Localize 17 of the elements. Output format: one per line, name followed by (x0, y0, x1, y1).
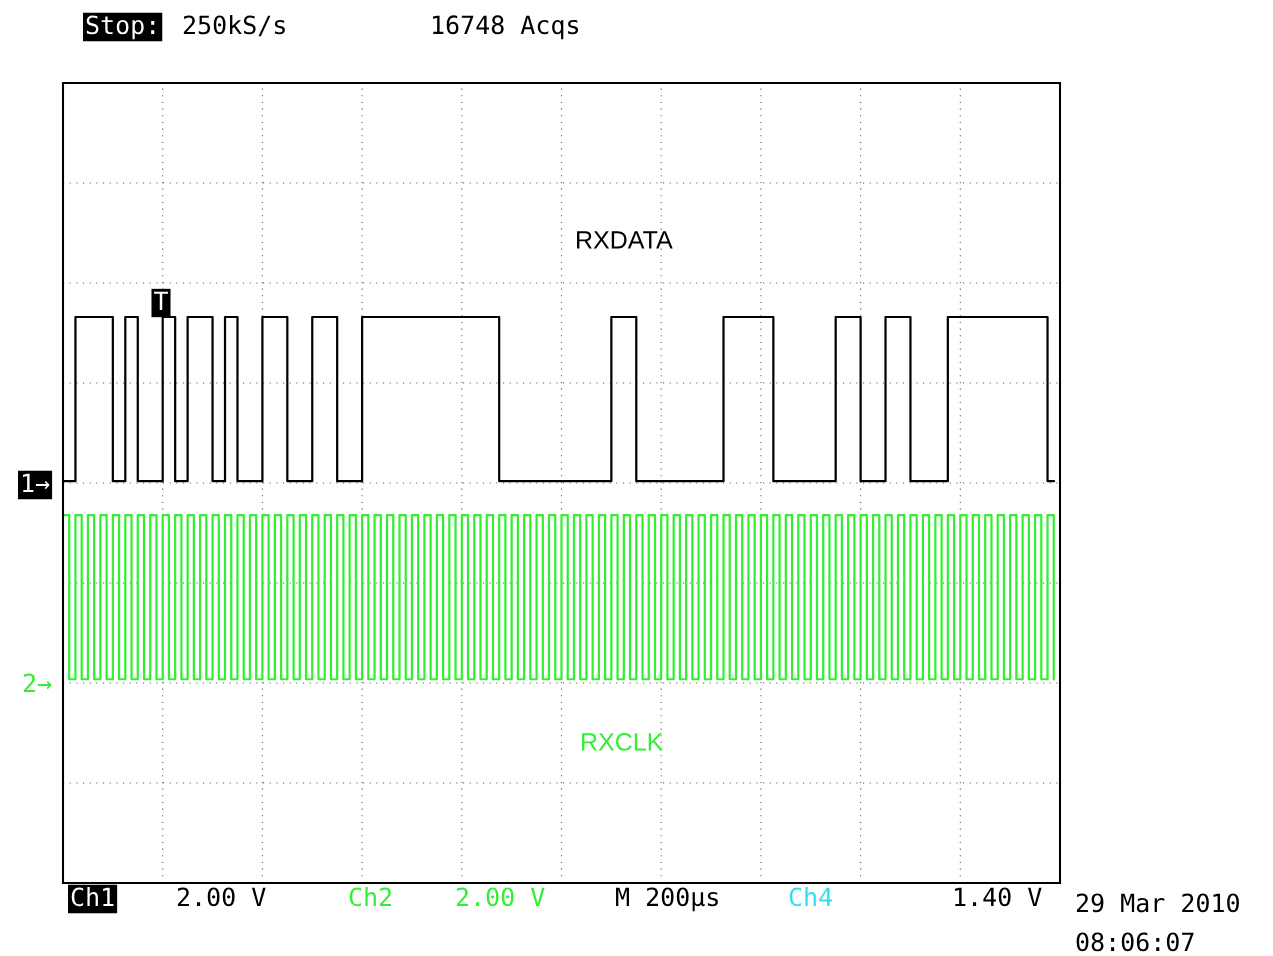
text: Ch4 (789, 886, 832, 907)
text: 08:06:07 (1076, 932, 1194, 952)
text: M 200µs (616, 887, 718, 912)
text: 29 Mar 2010 (1076, 893, 1239, 913)
text: 1.40 V (955, 887, 1042, 907)
text: T (154, 291, 168, 310)
text: 1→ (23, 473, 50, 492)
text: 16748 Acqs (433, 15, 579, 40)
text: 2→ (23, 673, 52, 692)
text: 2.00 V (456, 887, 545, 907)
text: Stop: (86, 15, 155, 40)
text: Ch2 (349, 886, 392, 907)
text: 2.00 V (177, 887, 266, 907)
text: Ch1 (71, 886, 114, 907)
text: RXDATA (577, 231, 673, 249)
text: 250kS/s (183, 14, 285, 37)
text: RXCLK (582, 733, 664, 751)
